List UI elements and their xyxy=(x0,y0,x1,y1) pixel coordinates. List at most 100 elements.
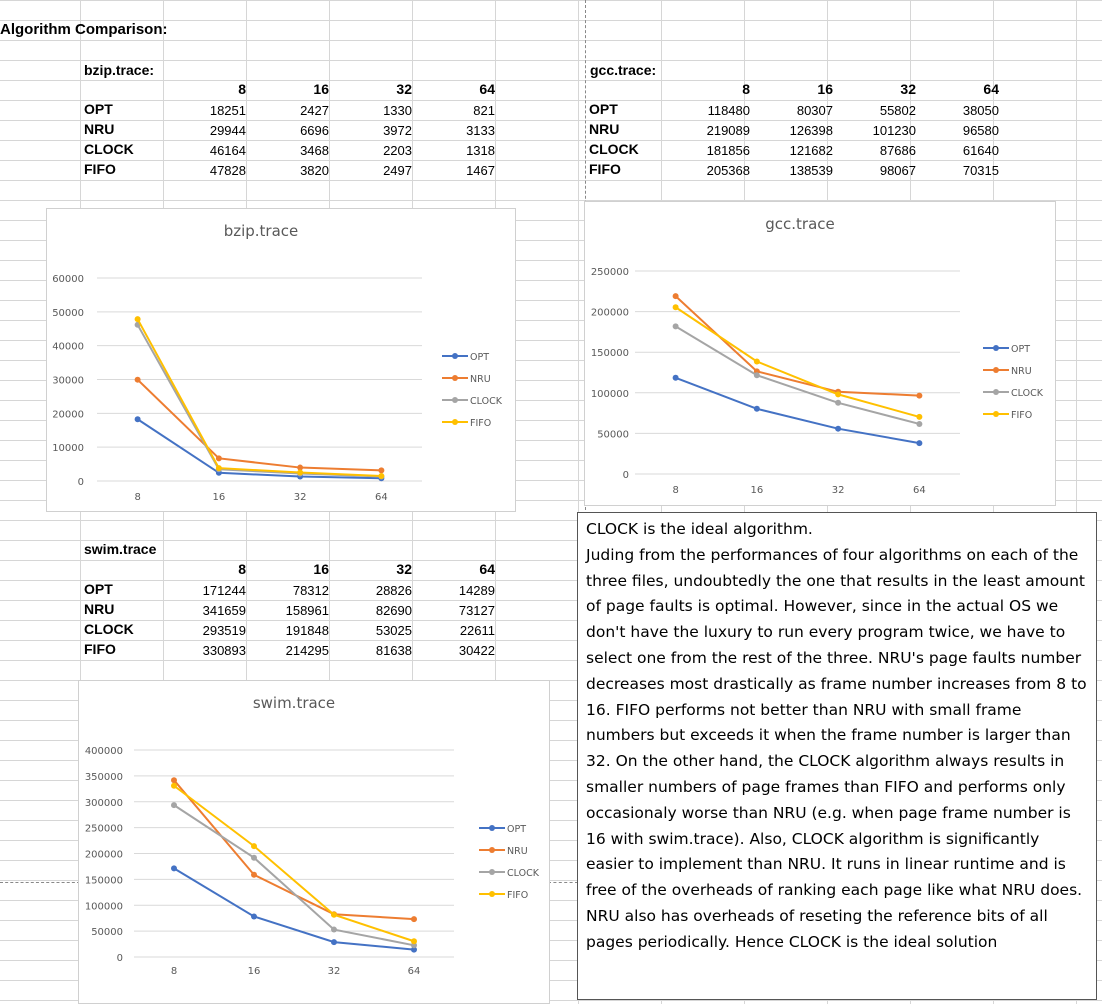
table-cell[interactable]: 1330 xyxy=(383,103,412,118)
table-cell[interactable]: 38050 xyxy=(962,103,999,118)
table-cell[interactable]: 3133 xyxy=(466,123,495,138)
table-cell[interactable]: 3820 xyxy=(300,163,329,178)
series-line-clock[interactable] xyxy=(136,324,382,478)
table-cell[interactable]: 118480 xyxy=(707,103,750,118)
table-cell[interactable]: 61640 xyxy=(962,143,999,158)
series-line-fifo[interactable] xyxy=(675,306,920,418)
table-cell[interactable]: 47828 xyxy=(209,163,246,178)
table-cell[interactable]: 330893 xyxy=(202,643,246,658)
table-cell[interactable]: 46164 xyxy=(209,143,246,158)
table-cell[interactable]: 70315 xyxy=(962,163,999,178)
data-point-nru[interactable] xyxy=(672,293,679,300)
algorithm-label[interactable]: OPT xyxy=(84,581,113,597)
table-cell[interactable]: 87686 xyxy=(879,143,916,158)
table-cell[interactable]: 2427 xyxy=(300,103,329,118)
table-cell[interactable]: 14289 xyxy=(458,583,495,598)
algorithm-label[interactable]: CLOCK xyxy=(589,141,639,157)
table-cell[interactable]: 29944 xyxy=(209,123,246,138)
table-cell[interactable]: 2497 xyxy=(383,163,412,178)
frame-header[interactable]: 64 xyxy=(479,81,495,97)
table-cell[interactable]: 96580 xyxy=(962,123,999,138)
table-cell[interactable]: 3972 xyxy=(383,123,412,138)
frame-header[interactable]: 8 xyxy=(238,81,246,97)
table-cell[interactable]: 81638 xyxy=(375,643,412,658)
data-point-fifo[interactable] xyxy=(171,782,177,789)
data-point-clock[interactable] xyxy=(916,420,923,427)
table-cell[interactable]: 158961 xyxy=(285,603,329,618)
table-cell[interactable]: 126398 xyxy=(789,123,833,138)
data-point-fifo[interactable] xyxy=(251,843,257,850)
data-point-clock[interactable] xyxy=(171,802,177,809)
gcc-chart[interactable]: gcc.trace 0 50000 100000 150000 200000 250000 8… xyxy=(584,201,1056,506)
table-cell[interactable]: 28826 xyxy=(375,583,412,598)
data-point-opt[interactable] xyxy=(134,416,141,423)
data-point-fifo[interactable] xyxy=(916,413,923,420)
data-point-nru[interactable] xyxy=(411,916,417,923)
data-point-fifo[interactable] xyxy=(134,316,141,323)
data-point-fifo[interactable] xyxy=(297,469,304,476)
data-point-nru[interactable] xyxy=(171,777,177,784)
conclusion-textbox[interactable]: CLOCK is the ideal algorithm. Juding fro… xyxy=(577,512,1097,1000)
series-line-fifo[interactable] xyxy=(136,318,382,478)
series-line-nru[interactable] xyxy=(173,779,415,921)
algorithm-label[interactable]: CLOCK xyxy=(84,141,134,157)
table-label[interactable]: swim.trace xyxy=(84,541,157,557)
table-label[interactable]: bzip.trace: xyxy=(84,62,155,78)
table-cell[interactable]: 1467 xyxy=(466,163,495,178)
table-cell[interactable]: 191848 xyxy=(285,623,329,638)
frame-header[interactable]: 32 xyxy=(396,81,412,97)
data-point-nru[interactable] xyxy=(215,455,222,462)
table-cell[interactable]: 219089 xyxy=(706,123,750,138)
table-cell[interactable]: 98067 xyxy=(879,163,916,178)
data-point-opt[interactable] xyxy=(251,913,257,920)
series-line-opt[interactable] xyxy=(137,418,382,480)
data-point-clock[interactable] xyxy=(753,372,760,379)
frame-header[interactable]: 64 xyxy=(983,81,999,97)
data-point-clock[interactable] xyxy=(835,399,842,406)
series-line-nru[interactable] xyxy=(136,378,382,472)
data-point-fifo[interactable] xyxy=(378,473,385,480)
data-point-fifo[interactable] xyxy=(753,358,760,365)
series-line-fifo[interactable] xyxy=(173,784,415,943)
frame-header[interactable]: 16 xyxy=(817,81,833,97)
data-point-nru[interactable] xyxy=(251,871,257,878)
series-line-clock[interactable] xyxy=(675,325,920,425)
table-cell[interactable]: 80307 xyxy=(796,103,833,118)
table-cell[interactable]: 30422 xyxy=(458,643,495,658)
table-cell[interactable]: 293519 xyxy=(202,623,246,638)
data-point-opt[interactable] xyxy=(753,405,760,412)
table-cell[interactable]: 22611 xyxy=(459,623,495,638)
frame-header[interactable]: 8 xyxy=(742,81,750,97)
algorithm-label[interactable]: NRU xyxy=(589,121,620,137)
series-line-nru[interactable] xyxy=(674,295,920,397)
data-point-nru[interactable] xyxy=(297,464,304,471)
table-cell[interactable]: 121682 xyxy=(789,143,833,158)
data-point-nru[interactable] xyxy=(916,392,923,399)
data-point-fifo[interactable] xyxy=(672,304,679,311)
data-point-clock[interactable] xyxy=(672,323,679,330)
table-cell[interactable]: 101230 xyxy=(872,123,916,138)
data-point-nru[interactable] xyxy=(134,376,141,383)
swim-chart[interactable]: swim.trace 0 50000 100000 150000 200000 250000… xyxy=(78,680,550,1004)
data-point-nru[interactable] xyxy=(378,467,385,474)
algorithm-label[interactable]: FIFO xyxy=(84,641,116,657)
table-cell[interactable]: 205368 xyxy=(706,163,750,178)
data-point-clock[interactable] xyxy=(331,926,337,933)
algorithm-label[interactable]: FIFO xyxy=(589,161,621,177)
frame-header[interactable]: 16 xyxy=(313,561,329,577)
series-line-opt[interactable] xyxy=(173,867,415,951)
data-point-fifo[interactable] xyxy=(331,911,337,918)
algorithm-label[interactable]: NRU xyxy=(84,601,115,617)
data-point-opt[interactable] xyxy=(672,374,679,381)
data-point-fifo[interactable] xyxy=(215,465,222,472)
algorithm-label[interactable]: OPT xyxy=(84,101,113,117)
algorithm-label[interactable]: FIFO xyxy=(84,161,116,177)
algorithm-label[interactable]: NRU xyxy=(84,121,115,137)
table-cell[interactable]: 181856 xyxy=(706,143,750,158)
table-cell[interactable]: 138539 xyxy=(789,163,833,178)
table-cell[interactable]: 2203 xyxy=(383,143,412,158)
data-point-fifo[interactable] xyxy=(835,391,842,398)
table-cell[interactable]: 82690 xyxy=(375,603,412,618)
data-point-opt[interactable] xyxy=(411,946,417,953)
frame-header[interactable]: 32 xyxy=(396,561,412,577)
